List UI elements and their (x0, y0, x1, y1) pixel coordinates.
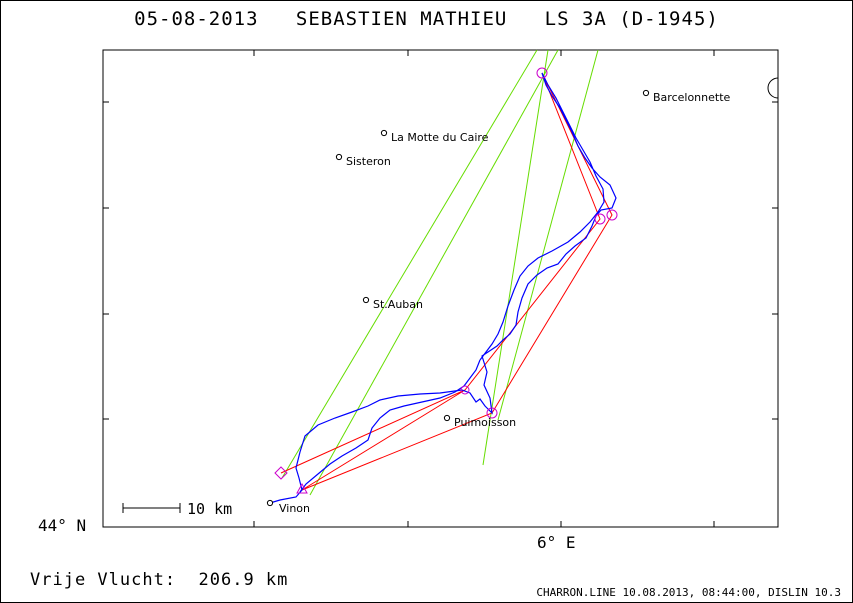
offmap-town-marker (767, 77, 779, 99)
flight-track-return (299, 359, 481, 493)
plot-border (102, 49, 779, 528)
town-label: St.Auban (373, 298, 423, 311)
town-label: Puimoisson (454, 416, 516, 429)
town-barcelonnette-icon (642, 89, 650, 97)
turnpoint-south-marker (486, 407, 498, 419)
longitude-label: 6° E (537, 533, 576, 552)
turnpoints (274, 67, 618, 494)
latitude-label: 44° N (38, 516, 86, 535)
town-label: Sisteron (346, 155, 391, 168)
town-sisteron-icon (335, 153, 343, 161)
town-puimoisson-icon (443, 414, 451, 422)
town-label: La Motte du Caire (391, 131, 489, 144)
scale-bar (122, 503, 181, 513)
town-label: Vinon (279, 502, 310, 515)
turnpoint-east2-marker (606, 209, 618, 221)
turnpoint-north-marker (536, 67, 548, 79)
flight-date: 05-08-2013 (134, 8, 259, 30)
flight-title: 05-08-2013 SEBASTIEN MATHIEU LS 3A (D-19… (0, 8, 853, 30)
credit-line: CHARRON.LINE 10.08.2013, 08:44:00, DISLI… (536, 586, 841, 599)
distance-summary: Vrije Vlucht: 206.9 km (30, 570, 289, 590)
town-la-motte-du-caire-icon (380, 129, 388, 137)
sector-lines (281, 49, 599, 496)
town-vinon-icon (266, 499, 274, 507)
town-label: Barcelonnette (653, 91, 731, 104)
town-st-auban-icon (362, 296, 370, 304)
flight-track (269, 72, 617, 504)
finish-triangle-marker (296, 482, 308, 494)
scale-bar-label: 10 km (187, 500, 232, 518)
turnpoint-east-marker (594, 213, 606, 225)
axis-ticks (103, 50, 778, 527)
glider-type: LS 3A (D-1945) (544, 8, 719, 30)
start-diamond-marker (274, 466, 288, 480)
town-markers (266, 89, 650, 507)
turnpoint-mid-marker (460, 385, 470, 395)
pilot-name: SEBASTIEN MATHIEU (295, 8, 508, 30)
